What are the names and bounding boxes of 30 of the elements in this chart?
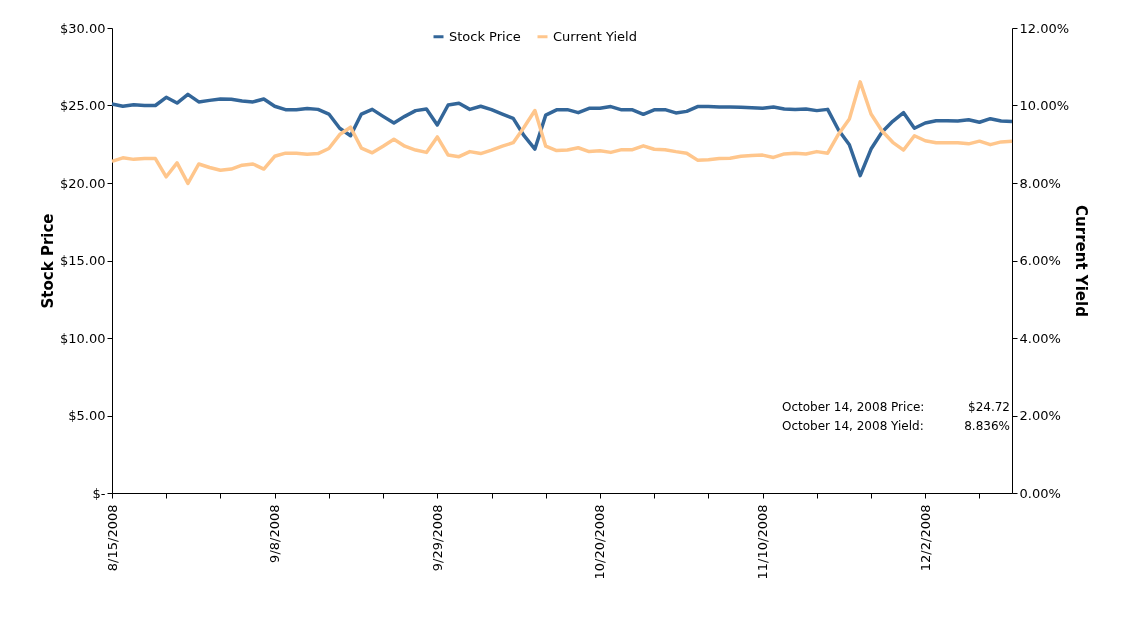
y-axis-title: Stock Price <box>39 213 58 309</box>
y2-tick-label: 4.00% <box>1019 330 1061 346</box>
y2-tick-label: 8.00% <box>1019 175 1061 191</box>
legend-label: Current Yield <box>553 28 637 44</box>
x-tick-label: 11/10/2008 <box>755 504 771 580</box>
y2-tick-label: 0.00% <box>1019 485 1061 501</box>
x-tick-label: 10/20/2008 <box>592 504 608 580</box>
x-tick-label: 9/29/2008 <box>429 504 445 572</box>
y-tick-label: $- <box>92 485 106 501</box>
y-tick-label: $20.00 <box>60 175 106 191</box>
annotation: October 14, 2008 Price: <box>782 400 925 414</box>
y-tick-label: $30.00 <box>60 20 106 36</box>
y2-tick-label: 12.00% <box>1019 20 1070 36</box>
annotation: October 14, 2008 Yield: <box>782 419 924 433</box>
y-tick-label: $10.00 <box>60 330 106 346</box>
y2-tick-label: 6.00% <box>1019 253 1061 268</box>
y-tick-label: $15.00 <box>60 253 106 268</box>
y-tick-label: $5.00 <box>68 408 106 423</box>
y2-tick-label: 2.00% <box>1019 408 1061 423</box>
annotation: $24.72 <box>968 400 1010 414</box>
y-tick-label: $25.00 <box>60 98 106 113</box>
line-series <box>110 92 1014 178</box>
line-series <box>110 80 1014 186</box>
x-tick-label: 9/8/2008 <box>267 504 283 563</box>
x-tick-label: 8/15/2008 <box>104 504 120 572</box>
annotation: 8.836% <box>964 419 1010 433</box>
legend-label: Stock Price <box>449 28 521 44</box>
y2-axis-title: Current Yield <box>1072 205 1091 317</box>
x-tick-label: 12/2/2008 <box>917 504 933 572</box>
y2-tick-label: 10.00% <box>1019 98 1070 113</box>
